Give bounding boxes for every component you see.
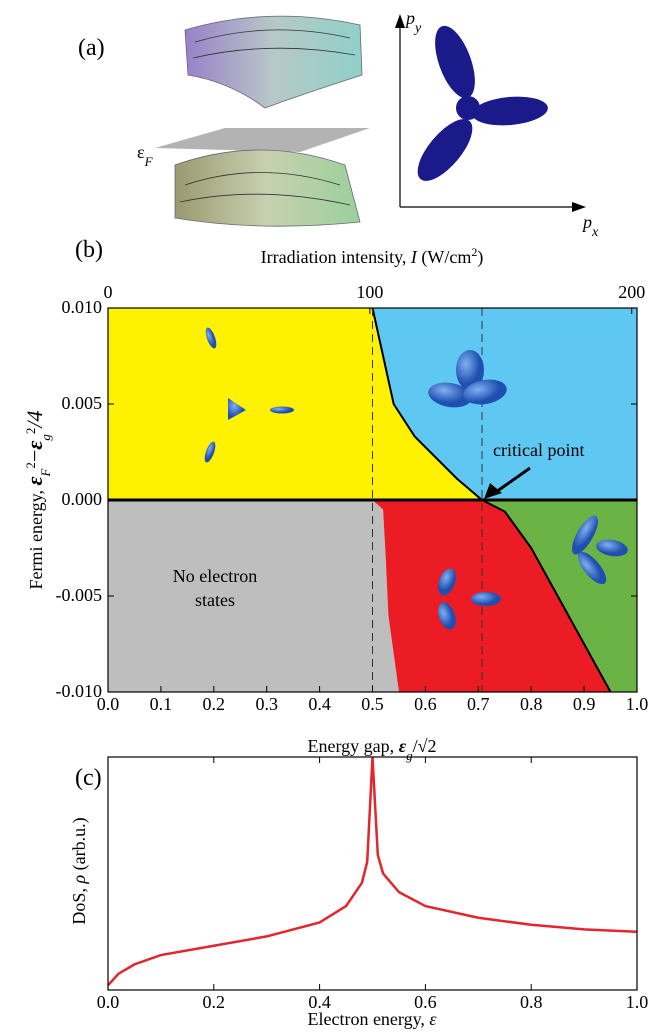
title-part: (arb.u.) bbox=[69, 817, 90, 874]
title-part: ε bbox=[429, 1009, 437, 1029]
title-part: /4 bbox=[22, 410, 47, 429]
annotation: No electron bbox=[173, 566, 257, 586]
x-tick-label: 0.5 bbox=[361, 694, 384, 714]
y-tick-label: 0.010 bbox=[62, 297, 103, 317]
x-tick-label: 0.6 bbox=[414, 992, 437, 1012]
fermi-symbol: ε bbox=[137, 142, 145, 162]
annotation-arrow bbox=[495, 466, 531, 494]
title-part: Irradiation intensity, bbox=[261, 247, 411, 267]
y-axis-title: DoS, ρ (arb.u.) bbox=[69, 817, 90, 924]
y-tick-label: 0.000 bbox=[62, 489, 103, 509]
title-part: 2 bbox=[23, 428, 38, 435]
x-tick-label: 0.8 bbox=[520, 992, 543, 1012]
x-tick-label: 0.2 bbox=[203, 694, 226, 714]
title-part: ε bbox=[22, 477, 47, 486]
y-tick-label: -0.010 bbox=[56, 681, 103, 701]
py-symbol: p bbox=[404, 8, 415, 28]
region bbox=[372, 308, 637, 500]
x-tick-label: 0.0 bbox=[97, 694, 120, 714]
px-label: px bbox=[581, 212, 599, 240]
title-part: I bbox=[410, 247, 418, 267]
title-part: g bbox=[38, 434, 53, 441]
title-part: /√2 bbox=[413, 736, 437, 756]
x-tick-label: 1.0 bbox=[626, 694, 649, 714]
phase-boundary bbox=[371, 307, 483, 501]
py-subscript: y bbox=[413, 21, 422, 36]
x-tick-label: 0.0 bbox=[97, 992, 120, 1012]
region bbox=[108, 308, 483, 500]
fermi-surface-inset bbox=[204, 441, 216, 463]
x2-axis-title: Irradiation intensity, I (W/cm2) bbox=[261, 245, 484, 268]
x-tick-label: 0.4 bbox=[308, 992, 331, 1012]
x-tick-label: 0.8 bbox=[520, 694, 543, 714]
x2-tick-label: 200 bbox=[618, 282, 645, 302]
x-tick-label: 0.1 bbox=[150, 694, 173, 714]
annotation: states bbox=[195, 590, 235, 610]
px-symbol: p bbox=[581, 212, 592, 232]
y-axis-title: Fermi energy, εF2−εg2/4 bbox=[22, 410, 53, 589]
y-tick-label: -0.005 bbox=[56, 585, 103, 605]
title-part: ε bbox=[22, 441, 47, 450]
title-part: g bbox=[406, 748, 413, 763]
title-part: Electron energy, bbox=[307, 1009, 429, 1029]
x2-tick-label: 100 bbox=[356, 282, 383, 302]
fermi-surface-inset bbox=[228, 398, 246, 420]
title-part: Fermi energy, bbox=[26, 486, 46, 590]
title-part: ε bbox=[399, 736, 407, 756]
fermi-surface bbox=[417, 25, 548, 181]
title-part: 2 bbox=[23, 462, 38, 469]
fermi-label: εF bbox=[137, 142, 154, 169]
title-part: Energy gap, bbox=[308, 736, 399, 756]
fermi-surface-inset bbox=[463, 379, 507, 405]
x-tick-label: 0.4 bbox=[308, 694, 331, 714]
phase-boundary bbox=[481, 499, 612, 693]
dos-line bbox=[107, 756, 638, 987]
fermi-surface-inset bbox=[438, 568, 456, 596]
title-part: ρ bbox=[69, 875, 89, 885]
fermi-surface-inset bbox=[456, 350, 484, 390]
x-tick-label: 0.2 bbox=[203, 992, 226, 1012]
annotation: critical point bbox=[493, 440, 584, 460]
x-axis-title: Energy gap, εg/√2 bbox=[308, 736, 437, 763]
fermi-subscript: F bbox=[144, 154, 154, 169]
fermi-surface-inset bbox=[428, 382, 472, 408]
y-tick-label: 0.005 bbox=[62, 393, 103, 413]
plot-frame bbox=[107, 756, 638, 991]
annotation-arrowhead bbox=[484, 483, 503, 499]
fermi-surface-inset bbox=[577, 551, 607, 585]
fermi-surface-inset bbox=[270, 406, 294, 414]
momentum-axes bbox=[395, 14, 586, 212]
fermi-surface-inset bbox=[596, 539, 628, 557]
title-part: F bbox=[38, 468, 53, 478]
fermi-surface-inset bbox=[438, 602, 456, 630]
x-axis-title: Electron energy, ε bbox=[307, 1009, 437, 1029]
px-subscript: x bbox=[591, 225, 599, 240]
region bbox=[108, 500, 399, 692]
x-tick-label: 0.6 bbox=[414, 694, 437, 714]
x-tick-label: 0.9 bbox=[573, 694, 596, 714]
x-tick-label: 0.3 bbox=[255, 694, 278, 714]
py-label: py bbox=[404, 8, 422, 36]
panel-label: (b) bbox=[75, 237, 103, 263]
title-part: ) bbox=[477, 247, 483, 268]
x2-tick-label: 0 bbox=[104, 282, 113, 302]
x-tick-label: 0.7 bbox=[467, 694, 490, 714]
x-tick-label: 1.0 bbox=[626, 992, 649, 1012]
panel-label: (a) bbox=[78, 35, 105, 61]
title-part: DoS, bbox=[69, 884, 89, 925]
band-illustration bbox=[155, 15, 370, 227]
fermi-surface-inset bbox=[205, 327, 217, 349]
title-part: 2 bbox=[471, 245, 477, 259]
title-part: − bbox=[22, 450, 47, 462]
fermi-surface-inset bbox=[572, 515, 598, 555]
title-part: (W/cm bbox=[417, 247, 471, 268]
fermi-surface-inset bbox=[471, 592, 501, 606]
panel-label: (c) bbox=[75, 765, 102, 791]
